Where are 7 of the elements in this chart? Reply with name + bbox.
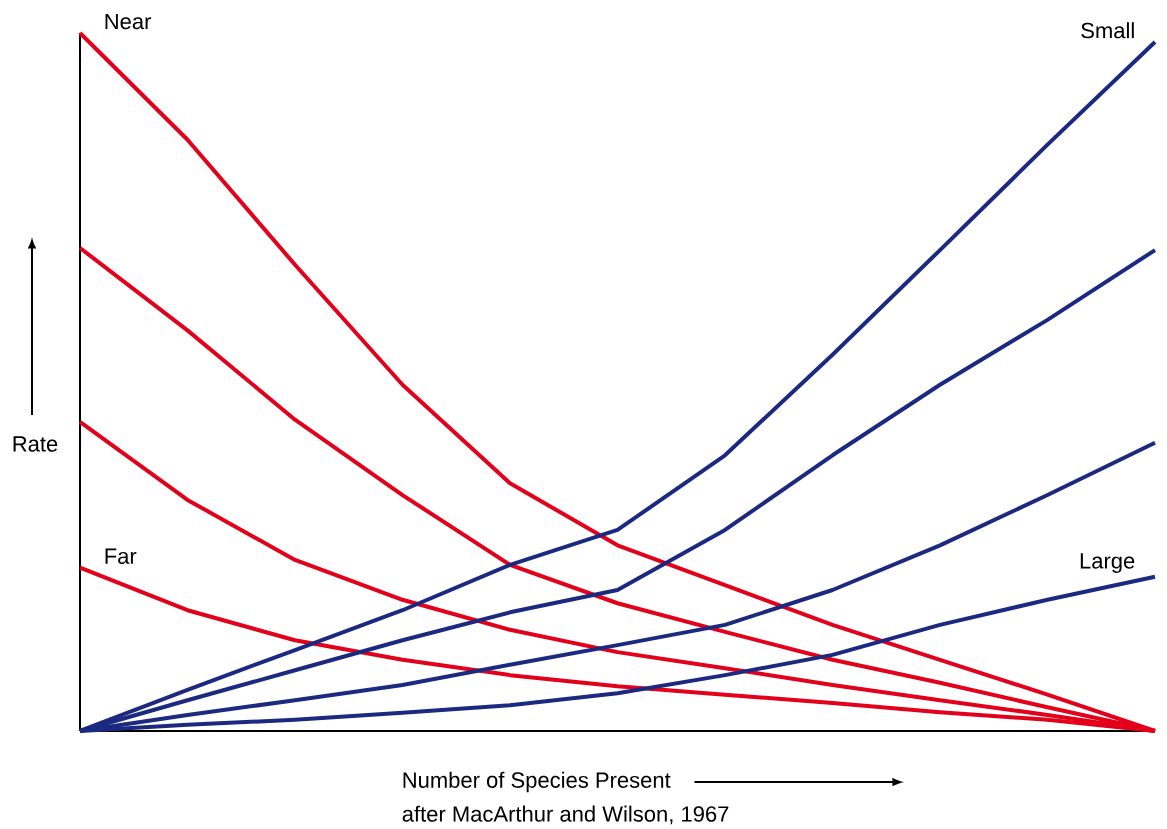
series-label: Small xyxy=(1081,22,1134,39)
series-label: Near xyxy=(105,13,152,30)
series-label: Far xyxy=(105,548,137,564)
text: after MacArthur and Wilson, 1967 xyxy=(402,805,729,825)
x-axis-title: Number of Species Present xyxy=(403,771,671,793)
y-axis-title: Rate xyxy=(13,436,58,452)
series-label: Large xyxy=(1080,553,1135,573)
